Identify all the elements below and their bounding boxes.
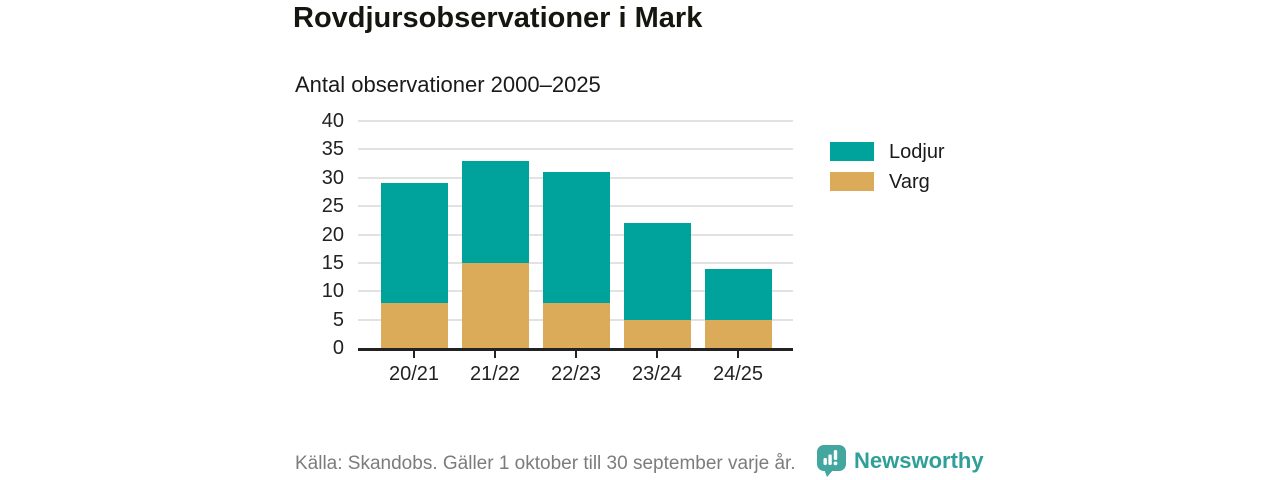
y-axis-tick-label: 0: [332, 337, 344, 359]
x-axis-tick: [413, 351, 415, 358]
bar-varg-21-22: [461, 262, 529, 348]
y-axis-tick-label: 40: [321, 110, 344, 132]
legend-item-lodjur: Lodjur: [830, 140, 945, 163]
y-axis-tick-label: 25: [321, 195, 344, 218]
x-axis-tick-label: 24/25: [712, 363, 764, 385]
bar-lodjur-22-23: [542, 172, 610, 303]
bar-lodjur-21-22: [461, 160, 529, 263]
legend-item-varg: Varg: [830, 170, 945, 193]
x-axis-tick: [494, 351, 496, 358]
bar-varg-24-25: [704, 319, 772, 348]
x-axis-tick-label: 22/23: [550, 363, 602, 385]
bar-lodjur-24-25: [704, 268, 772, 320]
gridline: [358, 120, 793, 122]
y-axis-tick-label: 15: [321, 251, 344, 274]
x-axis-tick: [575, 351, 577, 358]
y-axis-tick-label: 20: [321, 223, 344, 246]
bar-varg-22-23: [542, 302, 610, 348]
x-axis-tick-label: 21/22: [469, 363, 521, 385]
bar-lodjur-20-21: [380, 183, 448, 303]
x-axis-tick: [656, 351, 658, 358]
y-axis-tick-label: 35: [321, 138, 344, 161]
x-axis-tick-label: 23/24: [631, 363, 683, 385]
bar-varg-23-24: [623, 319, 691, 348]
source-note: Källa: Skandobs. Gäller 1 oktober till 3…: [295, 453, 796, 474]
chart-title: Rovdjursobservationer i Mark: [293, 2, 703, 34]
brand-footer: Newsworthy: [816, 444, 984, 477]
brand-name: Newsworthy: [854, 447, 984, 473]
chart-legend: Lodjur Varg: [830, 142, 945, 202]
newsworthy-logo-icon: [817, 445, 846, 477]
bar-lodjur-23-24: [623, 223, 691, 320]
legend-swatch-varg: [830, 172, 874, 191]
y-axis-tick-label: 10: [321, 280, 344, 303]
x-axis-line: [358, 348, 793, 351]
x-axis-tick-label: 20/21: [388, 363, 440, 385]
legend-swatch-lodjur: [830, 142, 874, 161]
y-axis-tick-label: 5: [332, 308, 344, 331]
y-axis-tick-label: 30: [321, 166, 344, 189]
legend-label: Varg: [889, 170, 930, 193]
gridline: [358, 148, 793, 151]
chart-subtitle: Antal observationer 2000–2025: [295, 72, 601, 97]
bar-varg-20-21: [380, 302, 448, 348]
x-axis-tick: [737, 351, 739, 358]
legend-label: Lodjur: [889, 140, 945, 163]
